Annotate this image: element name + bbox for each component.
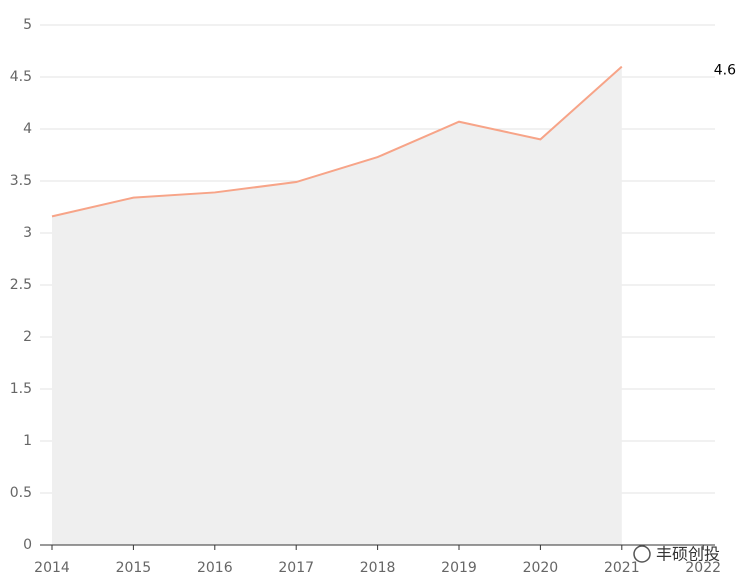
x-tick-label: 2020: [523, 560, 559, 576]
x-tick-label: 2019: [441, 560, 477, 576]
x-tick-label: 2017: [278, 560, 314, 576]
y-tick-label: 5: [23, 17, 32, 33]
watermark: 丰硕创投: [633, 545, 720, 564]
y-tick-label: 4.5: [10, 69, 32, 85]
y-tick-label: 3: [23, 225, 32, 241]
line: [51, 65, 623, 218]
area: [52, 66, 622, 545]
y-tick-label: 0: [23, 537, 32, 553]
watermark-icon: [633, 545, 651, 563]
x-tick-label: 2015: [116, 560, 152, 576]
x-tick-label: 2018: [360, 560, 396, 576]
y-tick-label: 1.5: [10, 381, 32, 397]
y-tick-label: 2.5: [10, 277, 32, 293]
y-tick-label: 0.5: [10, 485, 32, 501]
y-tick-label: 3.5: [10, 173, 32, 189]
x-tick-label: 2021: [604, 560, 640, 576]
x-tick-label: 2014: [34, 560, 70, 576]
y-tick-label: 1: [23, 433, 32, 449]
plot: 0 0.5 1 1.5 2 2.5 3 3.5 4 4.5 5 2014 2015 2016 2017 201…: [10, 17, 736, 576]
y-tick-label: 4: [23, 121, 32, 137]
x-tick-label: 2016: [197, 560, 233, 576]
value-label: 4.6: [714, 63, 736, 79]
y-tick-label: 2: [23, 329, 32, 345]
watermark-text: 丰硕创投: [656, 545, 720, 564]
x-tick-label: 2022: [685, 560, 721, 576]
